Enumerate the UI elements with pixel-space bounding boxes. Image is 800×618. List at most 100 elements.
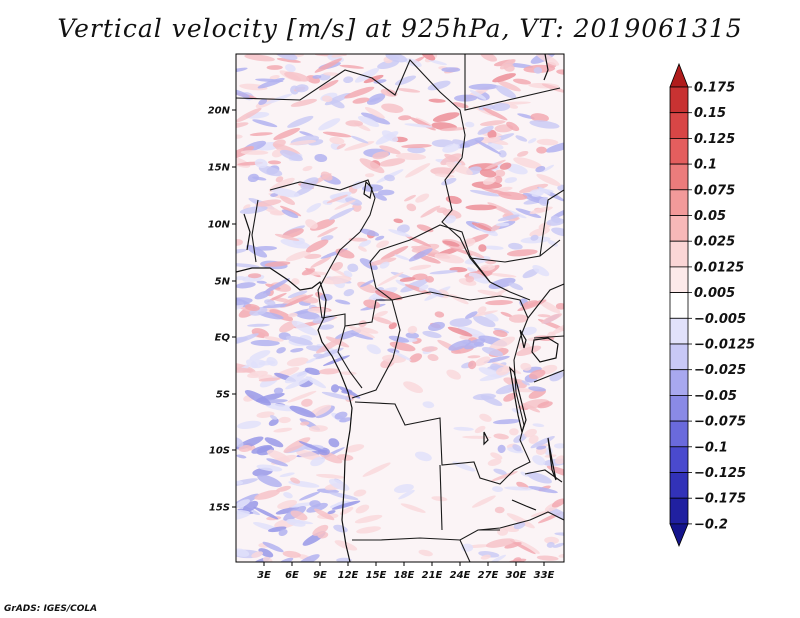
velocity-streak [495,85,517,99]
colorbar-segment [669,420,689,448]
velocity-streak [407,325,418,334]
velocity-streak [421,346,438,352]
velocity-streak [279,195,296,206]
velocity-streak [478,222,493,230]
velocity-streak [440,153,462,166]
velocity-streak [247,323,270,327]
velocity-streak [283,492,293,499]
velocity-streak [393,218,404,224]
map-plot [236,54,564,562]
velocity-streak [290,510,308,521]
velocity-streak [318,79,339,91]
velocity-streak [536,173,561,187]
velocity-streak [479,413,492,422]
velocity-streak [499,59,516,70]
lake-victoria [531,337,559,363]
velocity-streak [323,355,350,366]
velocity-streak [321,95,333,103]
velocity-streak [457,326,486,338]
lon-tick-label: 21E [422,570,443,581]
velocity-streak [320,293,333,301]
velocity-streak [318,324,335,330]
colorbar-segment [669,86,689,114]
velocity-streak [375,235,385,241]
lake-tanganyika [509,366,527,435]
velocity-streak [267,526,287,533]
velocity-streak [406,203,417,212]
velocity-streak [288,502,315,508]
velocity-streak [493,419,521,425]
colorbar-label: 0.025 [694,235,735,250]
velocity-streak [366,93,386,105]
velocity-streak [484,245,504,250]
velocity-streak [320,171,333,181]
colorbar-label: 0.125 [694,132,735,147]
velocity-streak [551,498,564,508]
velocity-streak [400,278,430,293]
velocity-streak [538,197,550,206]
velocity-streak [453,426,474,431]
velocity-streak [239,206,268,214]
velocity-streak [441,177,457,186]
velocity-streak [310,256,332,268]
velocity-streak [356,526,381,534]
velocity-streak [339,506,354,515]
velocity-streak [547,239,558,247]
boundary-chad-sudan [441,157,531,301]
velocity-streak [516,345,542,356]
velocity-streak [493,468,507,476]
velocity-streak [468,272,490,284]
velocity-streak [538,187,551,195]
velocity-streak [336,143,346,150]
velocity-streak [286,357,309,367]
velocity-streak [244,54,275,62]
colorbar-label: −0.2 [694,517,728,532]
velocity-streak [236,510,250,515]
velocity-streak [345,120,363,127]
velocity-streak [258,377,281,382]
velocity-streak [266,292,287,303]
velocity-streak [291,278,300,285]
velocity-streak [506,513,535,529]
velocity-streak [269,415,278,421]
lon-tick-label: 27E [478,570,499,581]
velocity-streak [500,311,513,318]
velocity-streak [428,321,445,331]
boundary-sudan-ethiopia [539,189,564,257]
velocity-streak [428,98,446,103]
lat-tick-label: 10S [209,446,230,457]
colorbar-label: −0.175 [694,492,746,507]
colorbar-segment [669,215,689,242]
velocity-streak [508,242,523,250]
velocity-streak [236,480,244,485]
velocity-streak [537,401,553,409]
velocity-streak [498,150,507,158]
velocity-streak [276,58,301,63]
velocity-streak [447,326,473,337]
velocity-streak [264,299,276,306]
velocity-streak [275,506,300,515]
velocity-streak [289,405,316,418]
velocity-streak [448,339,472,351]
velocity-streak [549,371,564,382]
velocity-streak [312,524,329,536]
velocity-streak [236,134,243,139]
velocity-streak [254,290,271,300]
velocity-streak [339,64,365,69]
velocity-streak [420,205,441,218]
velocity-streak [428,287,444,298]
velocity-streak [282,550,301,558]
velocity-streak [312,74,322,79]
velocity-streak [266,449,291,463]
velocity-streak [414,451,432,462]
velocity-streak [273,427,293,433]
velocity-streak [404,284,432,295]
velocity-streak [330,384,340,393]
velocity-streak [344,141,375,151]
boundary-car [369,224,491,283]
colorbar-label: 0.175 [694,81,735,96]
lon-tick-label: 18E [394,570,415,581]
velocity-streak [268,160,281,165]
velocity-streak [272,139,286,148]
velocity-streak [314,508,335,521]
